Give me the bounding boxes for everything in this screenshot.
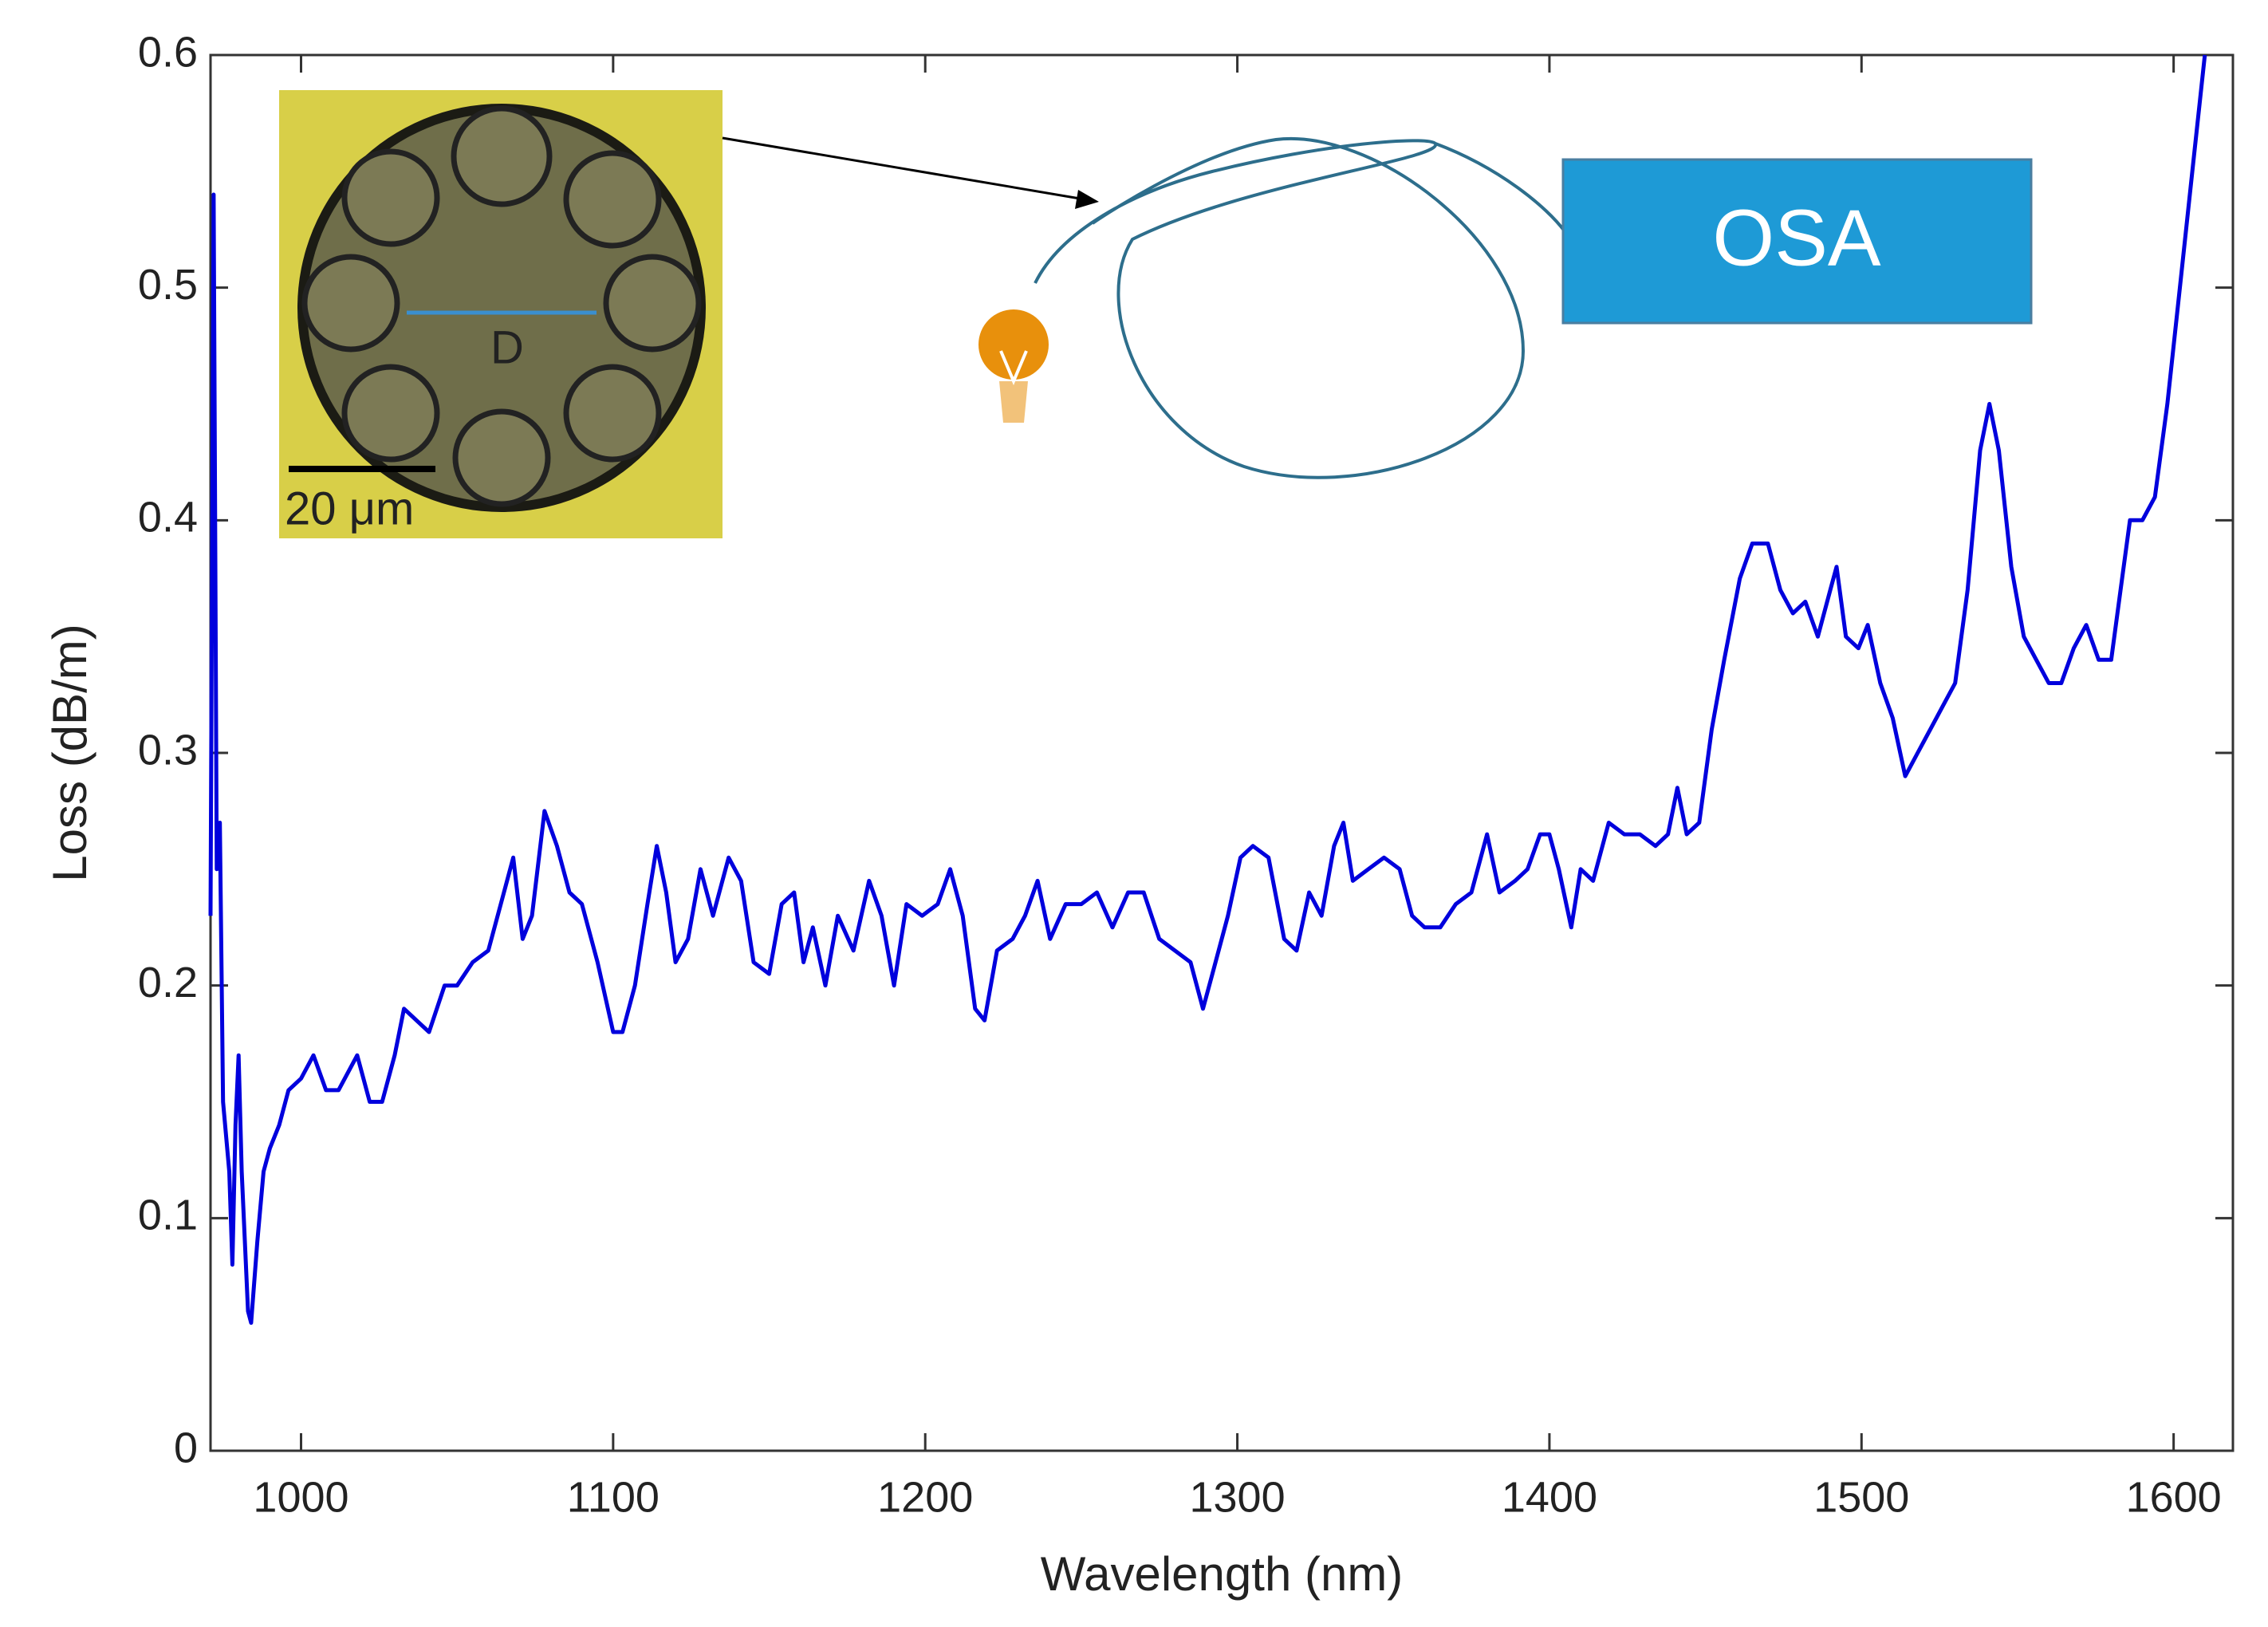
x-tick-label: 1500 <box>1813 1473 1909 1521</box>
x-axis-label: Wavelength (nm) <box>1041 1547 1404 1601</box>
y-tick-label: 0.4 <box>138 494 198 542</box>
data-line <box>208 54 2207 1326</box>
scale-label: 20 μm <box>285 483 414 534</box>
diameter-label: D <box>490 321 524 373</box>
y-tick-label: 0 <box>174 1424 198 1471</box>
inset-photo: D 20 μm <box>279 90 723 538</box>
x-tick-label: 1100 <box>567 1473 660 1521</box>
y-axis-label: Loss (dB/m) <box>43 624 96 881</box>
capillaries <box>301 105 702 507</box>
x-tick-label: 1400 <box>1502 1473 1597 1521</box>
x-tick-label: 1600 <box>2126 1473 2222 1521</box>
x-tick-label: 1200 <box>877 1473 973 1521</box>
arrow-head <box>1075 190 1099 209</box>
y-tick-label: 0.5 <box>138 261 198 309</box>
pointer-arrow <box>722 136 1085 201</box>
light-source <box>978 309 1049 423</box>
y-tick-label: 0.2 <box>138 959 198 1007</box>
y-tick-label: 0.3 <box>138 726 198 774</box>
y-tick-label: 0.1 <box>138 1192 198 1239</box>
y-tick-label: 0.6 <box>138 28 198 76</box>
fiber-coil <box>1034 136 1566 479</box>
x-tick-label: 1000 <box>253 1473 348 1521</box>
osa-label: OSA <box>1712 193 1880 282</box>
marks: 1000 1100 1200 1300 1400 1500 1600 0 0.1 0.2 0.3 0.… <box>138 28 2233 1521</box>
osa-box <box>1561 158 2033 325</box>
x-tick-label: 1300 <box>1189 1473 1285 1521</box>
